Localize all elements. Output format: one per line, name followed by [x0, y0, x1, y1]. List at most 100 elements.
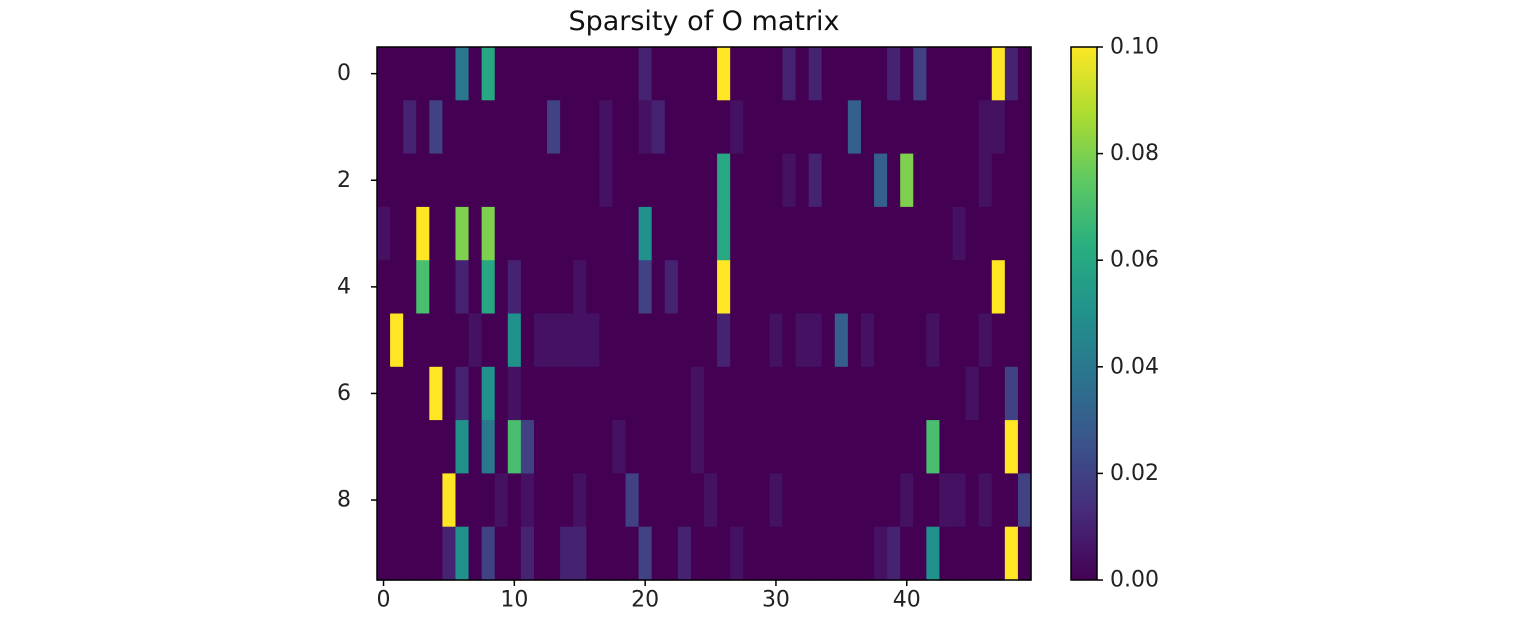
heatmap-cell [874, 260, 888, 315]
heatmap-cell [638, 313, 653, 368]
heatmap-cell [520, 47, 535, 101]
heatmap-cell [573, 473, 587, 528]
y-tick-label: 2 [337, 168, 351, 193]
heatmap-cell [821, 47, 836, 101]
heatmap-cell [821, 206, 836, 261]
heatmap-cell [939, 366, 954, 421]
heatmap-cell [677, 100, 692, 155]
heatmap-cell [887, 313, 901, 368]
heatmap-cell [926, 420, 941, 474]
heatmap-cell [612, 153, 627, 208]
colorbar-tick-label: 0.04 [1110, 354, 1159, 379]
heatmap-cell [965, 420, 980, 474]
heatmap-cell [887, 420, 901, 474]
heatmap-cell [651, 206, 666, 261]
heatmap-cell [900, 260, 914, 315]
heatmap-cell [952, 473, 967, 528]
heatmap-cell [625, 366, 640, 421]
heatmap-cell [991, 260, 1006, 315]
heatmap-cell [939, 260, 954, 315]
heatmap-cell [756, 473, 770, 528]
heatmap-cell [547, 47, 561, 101]
heatmap-cell [403, 526, 417, 581]
y-tick-label: 8 [337, 488, 351, 513]
heatmap-cell [429, 260, 443, 315]
heatmap-cell [547, 313, 561, 368]
heatmap-cell [769, 260, 784, 315]
heatmap-cell [599, 206, 614, 261]
heatmap-cell [560, 473, 574, 528]
heatmap-cell [416, 153, 430, 208]
heatmap-cell [991, 47, 1006, 101]
heatmap-cell [939, 473, 954, 528]
heatmap-cell [1017, 526, 1032, 581]
heatmap-cell [494, 366, 509, 421]
heatmap-cell [978, 206, 993, 261]
heatmap-cell [821, 100, 836, 155]
heatmap-cell [730, 420, 744, 474]
heatmap-cell [834, 526, 849, 581]
heatmap-cell [690, 100, 705, 155]
heatmap-cell [991, 526, 1006, 581]
heatmap-cell [664, 473, 679, 528]
heatmap-cell [991, 206, 1006, 261]
heatmap-cell [913, 420, 927, 474]
heatmap-cell [717, 420, 731, 474]
heatmap-cell [756, 420, 770, 474]
heatmap-cell [743, 47, 757, 101]
heatmap-cell [586, 313, 600, 368]
heatmap-cell [769, 473, 784, 528]
heatmap-cell [573, 206, 587, 261]
heatmap-cell [939, 420, 954, 474]
heatmap-cell [717, 260, 731, 315]
heatmap-cell [442, 100, 457, 155]
heatmap-cell [651, 313, 666, 368]
heatmap-cell [965, 206, 980, 261]
heatmap-cell [442, 473, 457, 528]
heatmap-cell [834, 100, 849, 155]
heatmap-cell [481, 526, 496, 581]
heatmap-cell [468, 153, 483, 208]
heatmap-cell [599, 47, 614, 101]
heatmap-cell [847, 313, 862, 368]
heatmap-cell [403, 260, 417, 315]
heatmap-cell [494, 420, 509, 474]
heatmap-cell [547, 366, 561, 421]
heatmap-cell [547, 206, 561, 261]
heatmap-cell [717, 153, 731, 208]
heatmap-cell [717, 473, 731, 528]
heatmap-cell [1017, 153, 1032, 208]
heatmap-cell [664, 47, 679, 101]
heatmap-cell [808, 473, 823, 528]
heatmap-cell [978, 473, 993, 528]
heatmap-cell [390, 420, 404, 474]
heatmap-cell [442, 420, 457, 474]
heatmap-cell [664, 526, 679, 581]
heatmap-cell [860, 47, 875, 101]
heatmap-cell [507, 420, 522, 474]
heatmap-cell [664, 366, 679, 421]
heatmap-cell [756, 206, 770, 261]
x-tick-label: 40 [893, 588, 921, 613]
heatmap-cell [704, 153, 718, 208]
heatmap-cell [403, 473, 417, 528]
heatmap-cell [743, 526, 757, 581]
heatmap-cell [900, 100, 914, 155]
heatmap-cell [520, 260, 535, 315]
heatmap-cell [507, 100, 522, 155]
heatmap-cell [390, 206, 404, 261]
heatmap-cell [730, 153, 744, 208]
heatmap-cell [887, 473, 901, 528]
heatmap-cell [586, 206, 600, 261]
heatmap-cell [416, 526, 430, 581]
heatmap-cell [965, 260, 980, 315]
heatmap-cell [795, 420, 810, 474]
heatmap-cell [455, 206, 470, 261]
heatmap-cell [795, 206, 810, 261]
heatmap-cell [494, 473, 509, 528]
heatmap-cell [887, 366, 901, 421]
heatmap-cell [468, 473, 483, 528]
heatmap-cell [743, 473, 757, 528]
heatmap-cell [860, 526, 875, 581]
heatmap-cell [887, 260, 901, 315]
